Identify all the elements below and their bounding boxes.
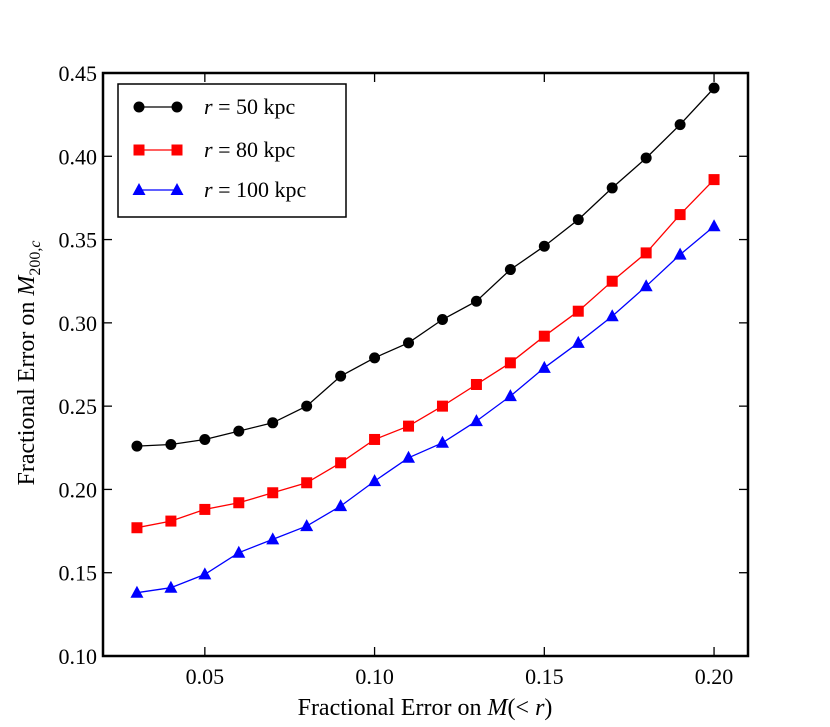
data-point-r50 [403,337,415,349]
series-line-r80 [136,179,715,529]
y-tick-label: 0.20 [59,477,98,502]
series-line-r100 [136,225,715,594]
y-tick-label: 0.10 [59,644,98,669]
legend-label-r50-var: r [204,94,213,119]
legend-marker-r100 [132,183,146,195]
data-point-r80 [335,457,347,469]
data-point-r80 [572,305,584,317]
legend-label-r100-var: r [204,177,213,202]
legend-marker-r80-end [171,144,183,156]
data-point-r100 [402,450,416,463]
data-point-r100 [435,435,449,448]
legend-entry-r80: r = 80 kpc [133,137,295,162]
data-point-r100 [232,545,246,558]
data-point-r100 [673,247,687,260]
data-point-r50 [572,214,584,226]
x-tick-label: 0.05 [186,664,225,689]
plot-area: 0.05 0.10 0.15 0.20 0.10 0.15 0.20 0.25 0.30 0.35… [59,61,750,689]
data-point-r100 [537,360,551,373]
data-point-r50 [674,119,686,131]
data-point-r100 [605,309,619,322]
legend-entry-r100: r = 100 kpc [132,177,306,202]
legend-label-r100: = 100 kpc [213,177,307,202]
y-tick-label: 0.30 [59,311,98,336]
svg-text:r = 50 kpc: r = 50 kpc [204,94,295,119]
plot-frame [101,71,750,658]
data-point-r80 [436,400,448,412]
data-point-r100 [198,567,212,580]
data-point-r80 [470,378,482,390]
data-point-r100 [164,580,178,593]
legend-label-r80: = 80 kpc [213,137,296,162]
y-tick-label: 0.45 [59,61,98,86]
x-tick-label: 0.20 [695,664,734,689]
legend-marker-r50 [133,101,145,113]
data-point-r100 [300,519,314,532]
y-tick-label: 0.25 [59,394,98,419]
x-tick-label: 0.15 [525,664,564,689]
legend: r = 50 kpc r = 80 kpc r = 100 kpc [117,83,347,218]
data-point-r80 [199,503,211,515]
y-axis-label: Fractional Error on M200,c [14,240,44,485]
data-point-r50 [504,264,516,276]
data-point-r80 [538,330,550,342]
data-point-r50 [301,400,313,412]
data-point-r80 [708,174,720,186]
data-point-r100 [503,389,517,402]
data-point-r50 [131,440,143,452]
data-point-r50 [538,240,550,252]
data-point-r50 [369,352,381,364]
y-tick-label: 0.40 [59,144,98,169]
data-point-r100 [266,532,280,545]
data-point-r50 [606,182,618,194]
data-point-r100 [639,279,653,292]
data-point-r80 [640,247,652,259]
data-point-r50 [199,433,211,445]
data-point-r80 [233,497,245,509]
data-point-r50 [470,295,482,307]
data-point-r50 [165,438,177,450]
data-point-r80 [504,357,516,369]
legend-marker-r50-end [171,101,183,113]
data-point-r100 [368,474,382,487]
legend-marker-r100-end [170,183,184,195]
y-tick-label: 0.35 [59,228,98,253]
x-axis-label: Fractional Error on M(< r) [298,695,553,721]
data-point-r50 [708,82,720,94]
data-point-r100 [469,414,483,427]
data-point-r80 [267,487,279,499]
data-point-r80 [606,275,618,287]
data-point-r50 [233,425,245,437]
data-point-r80 [131,522,143,534]
data-point-r100 [334,499,348,512]
data-point-r80 [674,209,686,221]
legend-label-r80-var: r [204,137,213,162]
data-point-r100 [571,335,585,348]
data-point-r80 [403,420,415,432]
data-point-r50 [436,314,448,326]
data-point-r100 [707,219,721,232]
svg-text:r = 80 kpc: r = 80 kpc [204,137,295,162]
data-point-r50 [267,417,279,429]
y-tick-label: 0.15 [59,561,98,586]
data-point-r80 [369,433,381,445]
series-line-r50 [136,87,715,447]
data-point-r50 [335,370,347,382]
legend-label-r50: = 50 kpc [213,94,296,119]
legend-marker-r80 [133,144,145,156]
x-tick-label: 0.10 [355,664,394,689]
legend-entry-r50: r = 50 kpc [133,94,295,119]
data-point-r80 [301,477,313,489]
data-point-r50 [640,152,652,164]
data-point-r80 [165,515,177,527]
data-point-r100 [130,585,144,598]
svg-text:r = 100 kpc: r = 100 kpc [204,177,306,202]
